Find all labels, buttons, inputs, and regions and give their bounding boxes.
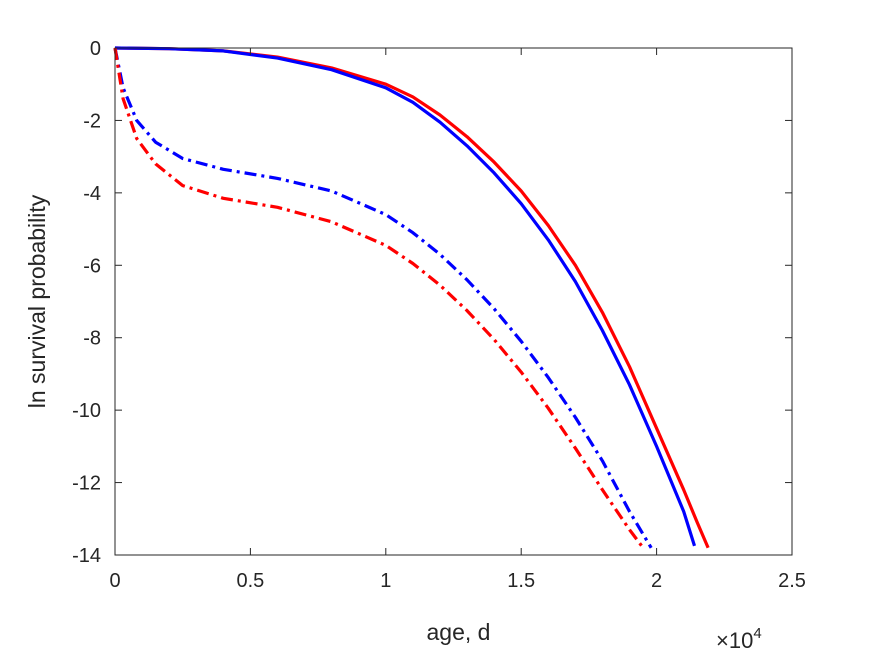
x-axis-label: age, d	[427, 619, 491, 645]
y-tick-label: -10	[72, 400, 101, 422]
y-tick-label: -8	[83, 328, 101, 350]
x-tick-label: 2.5	[778, 570, 806, 592]
x-axis-exponent-power: 4	[753, 625, 761, 642]
x-axis-exponent-times: ×	[716, 628, 729, 653]
y-tick-label: -14	[72, 545, 101, 567]
y-tick-label: 0	[90, 38, 101, 60]
axes-box	[114, 47, 793, 556]
x-axis-exponent-base: 10	[729, 628, 753, 653]
plot-area: 0 0.5 1 1.5 2 2.5 0 -2 -4 -6 -8 -10 -12 -14	[72, 38, 806, 592]
series-line-3-dashdot	[113, 47, 653, 549]
series-line-4-dashdot	[113, 47, 645, 549]
y-tick-label: -6	[83, 255, 101, 277]
y-axis-label: ln survival probability	[24, 194, 50, 408]
x-tick-label: 0.5	[236, 570, 264, 592]
x-tick-label: 2	[651, 570, 662, 592]
series-layer	[113, 46, 710, 549]
x-tick-label: 1.5	[507, 570, 535, 592]
y-tick-label: -12	[72, 473, 101, 495]
x-axis-exponent: ×104	[716, 625, 762, 653]
y-tick-label: -2	[83, 110, 101, 132]
x-tick-label: 0	[109, 570, 120, 592]
series-line-2-solid	[114, 46, 697, 547]
x-tick-label: 1	[380, 570, 391, 592]
y-tick-label: -4	[83, 183, 101, 205]
ticks-layer: 0 0.5 1 1.5 2 2.5 0 -2 -4 -6 -8 -10 -12 -14	[72, 38, 806, 592]
